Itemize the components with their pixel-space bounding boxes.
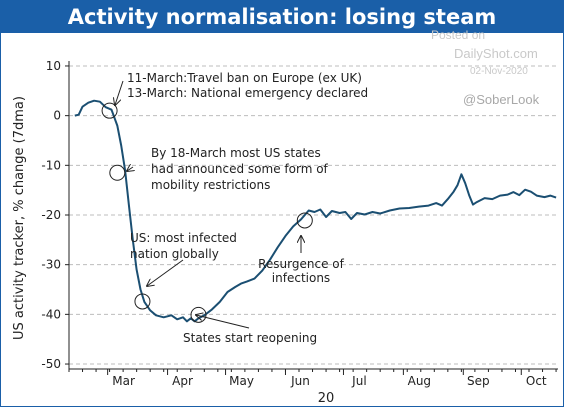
annotation-text: US: most infected bbox=[130, 231, 237, 245]
event-marker-circle bbox=[101, 102, 118, 119]
y-tick-label: 10 bbox=[46, 59, 61, 73]
annotation-arrow bbox=[127, 167, 133, 171]
y-tick-label: -50 bbox=[41, 357, 61, 371]
annotation-text: mobility restrictions bbox=[151, 178, 270, 192]
event-marker-circle bbox=[190, 306, 207, 323]
x-tick-label: Oct bbox=[526, 374, 547, 388]
annotation-text: Resurgence of bbox=[258, 257, 345, 271]
y-tick-label: 0 bbox=[53, 109, 61, 123]
y-axis-label: US activity tracker, % change (7dma) bbox=[12, 96, 27, 340]
watermark-posted-on: Posted on bbox=[431, 28, 486, 42]
chart-title: Activity normalisation: losing steam bbox=[1, 1, 563, 33]
annotation-text: nation globally bbox=[130, 247, 219, 261]
y-tick-label: -30 bbox=[41, 258, 61, 272]
x-tick-label: Apr bbox=[172, 374, 193, 388]
x-axis-label: 20 bbox=[318, 391, 335, 406]
watermark-date: 02-Nov-2020 bbox=[470, 66, 528, 77]
annotation-text: 11-March:Travel ban on Europe (ex UK) bbox=[127, 71, 362, 85]
annotation-arrow bbox=[147, 259, 184, 286]
x-tick-label: Sep bbox=[467, 374, 490, 388]
x-tick-label: May bbox=[229, 374, 254, 388]
event-marker-circle bbox=[134, 293, 151, 310]
annotation-text: By 18-March most US states bbox=[151, 146, 321, 160]
watermark-handle: @SoberLook bbox=[463, 92, 540, 107]
annotation-text: had announced some form of bbox=[151, 162, 329, 176]
series-line bbox=[74, 99, 557, 323]
y-tick-label: -10 bbox=[41, 158, 61, 172]
annotation-arrow bbox=[115, 80, 124, 105]
watermark-site: DailyShot.com bbox=[454, 46, 538, 61]
annotation-text: infections bbox=[272, 271, 330, 285]
annotation-text: States start reopening bbox=[183, 331, 317, 345]
annotation-arrow bbox=[196, 315, 250, 329]
event-marker-circle bbox=[109, 164, 126, 181]
y-tick-label: -40 bbox=[41, 307, 61, 321]
x-tick-label: Mar bbox=[112, 374, 135, 388]
x-tick-label: Jul bbox=[351, 374, 366, 388]
event-marker-circle bbox=[296, 212, 313, 229]
y-tick-label: -20 bbox=[41, 208, 61, 222]
annotation-text: 13-March: National emergency declared bbox=[127, 86, 368, 100]
x-tick-label: Aug bbox=[408, 374, 431, 388]
x-tick-label: Jun bbox=[290, 374, 310, 388]
